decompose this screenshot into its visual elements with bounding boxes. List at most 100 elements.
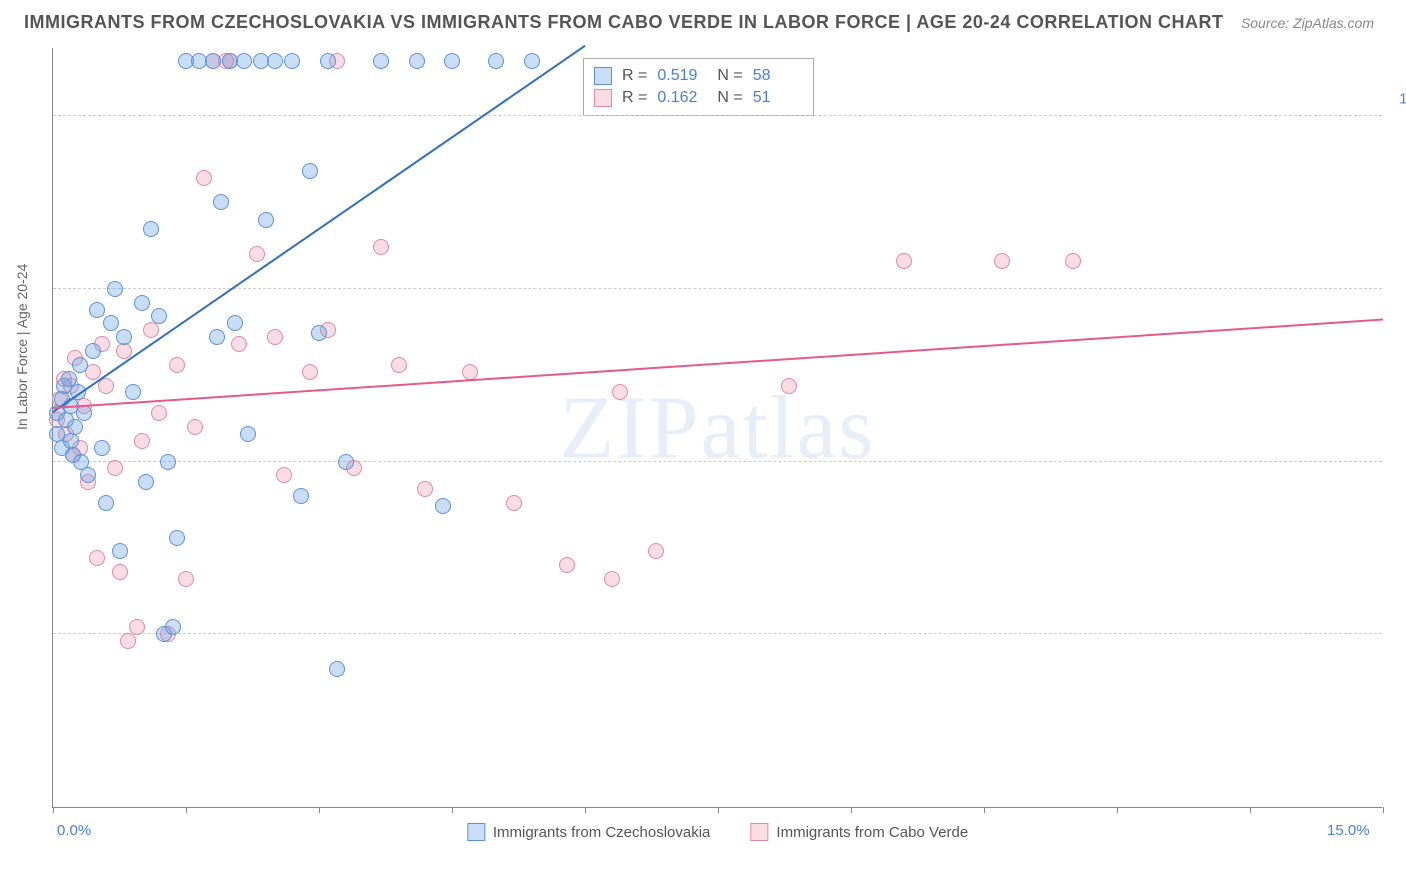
y-tick-label: 100.0% <box>1399 91 1406 108</box>
series1-point <box>267 53 283 69</box>
series1-point <box>72 357 88 373</box>
series1-point <box>293 488 309 504</box>
series2-point <box>612 384 628 400</box>
series2-point <box>169 357 185 373</box>
r-label: R = <box>622 89 647 107</box>
x-tick <box>718 807 719 813</box>
chart-header: IMMIGRANTS FROM CZECHOSLOVAKIA VS IMMIGR… <box>0 0 1406 41</box>
legend: Immigrants from Czechoslovakia Immigrants… <box>467 823 968 841</box>
series1-point <box>435 498 451 514</box>
series2-point <box>302 364 318 380</box>
series1-point <box>524 53 540 69</box>
series1-point <box>320 53 336 69</box>
x-tick <box>1117 807 1118 813</box>
series2-point <box>373 239 389 255</box>
series1-point <box>89 302 105 318</box>
series2-point <box>391 357 407 373</box>
series1-point <box>240 426 256 442</box>
series1-point <box>94 440 110 456</box>
series2-point <box>249 246 265 262</box>
watermark: ZIPatlas <box>560 376 876 479</box>
x-tick <box>452 807 453 813</box>
trendline-series1 <box>52 45 585 413</box>
series1-point <box>205 53 221 69</box>
series2-point <box>559 557 575 573</box>
series2-point <box>112 564 128 580</box>
series1-point <box>329 661 345 677</box>
series1-point <box>444 53 460 69</box>
legend-item: Immigrants from Czechoslovakia <box>467 823 711 841</box>
r-value: 0.162 <box>657 89 707 107</box>
series1-point <box>85 343 101 359</box>
series2-point <box>178 571 194 587</box>
legend-label: Immigrants from Cabo Verde <box>776 824 968 841</box>
x-tick <box>585 807 586 813</box>
series1-swatch-icon <box>467 823 485 841</box>
series2-point <box>107 460 123 476</box>
series1-point <box>409 53 425 69</box>
series1-point <box>116 329 132 345</box>
series2-point <box>604 571 620 587</box>
series2-point <box>1065 253 1081 269</box>
x-tick <box>851 807 852 813</box>
series2-point <box>994 253 1010 269</box>
correlation-stats-box: R =0.519N =58 R = 0.162 N = 51 <box>583 58 814 116</box>
n-value: 58 <box>753 67 803 85</box>
y-axis-label: In Labor Force | Age 20-24 <box>14 264 30 430</box>
series2-point <box>196 170 212 186</box>
series2-point <box>417 481 433 497</box>
trendline-series2 <box>53 319 1383 409</box>
series1-point <box>80 467 96 483</box>
series1-point <box>227 315 243 331</box>
series2-point <box>267 329 283 345</box>
series1-point <box>67 419 83 435</box>
legend-label: Immigrants from Czechoslovakia <box>493 824 711 841</box>
series2-point <box>781 378 797 394</box>
series1-point <box>338 454 354 470</box>
series2-point <box>276 467 292 483</box>
series1-point <box>143 221 159 237</box>
scatter-chart: ZIPatlas R =0.519N =58R =0.162N =51 Immi… <box>52 48 1382 808</box>
series1-point <box>209 329 225 345</box>
series1-point <box>107 281 123 297</box>
series1-point <box>236 53 252 69</box>
series2-point <box>896 253 912 269</box>
series2-point <box>462 364 478 380</box>
x-tick <box>53 807 54 813</box>
x-tick <box>186 807 187 813</box>
series1-point <box>112 543 128 559</box>
gridline <box>53 288 1382 289</box>
series2-point <box>89 550 105 566</box>
gridline <box>53 633 1382 634</box>
series1-point <box>98 495 114 511</box>
series2-point <box>151 405 167 421</box>
source-label: Source: ZipAtlas.com <box>1241 15 1374 31</box>
gridline <box>53 461 1382 462</box>
series2-point <box>143 322 159 338</box>
series2-point <box>231 336 247 352</box>
series1-point <box>125 384 141 400</box>
n-value: 51 <box>753 89 803 107</box>
series1-point <box>138 474 154 490</box>
series1-point <box>165 619 181 635</box>
series1-point <box>213 194 229 210</box>
series1-point <box>258 212 274 228</box>
x-axis-label: 15.0% <box>1327 822 1370 839</box>
series2-point <box>187 419 203 435</box>
series1-point <box>76 405 92 421</box>
x-tick <box>319 807 320 813</box>
series1-point <box>302 163 318 179</box>
stats-row: R =0.519N =58 <box>594 65 803 87</box>
series2-point <box>506 495 522 511</box>
series2-swatch-icon <box>594 89 612 107</box>
x-tick <box>984 807 985 813</box>
n-label: N = <box>717 89 742 107</box>
x-axis-label: 0.0% <box>57 822 91 839</box>
series1-point <box>103 315 119 331</box>
series1-point <box>134 295 150 311</box>
series1-point <box>488 53 504 69</box>
stats-row: R = 0.162 N = 51 <box>594 87 803 109</box>
legend-item: Immigrants from Cabo Verde <box>750 823 968 841</box>
gridline <box>53 115 1382 116</box>
series1-point <box>169 530 185 546</box>
